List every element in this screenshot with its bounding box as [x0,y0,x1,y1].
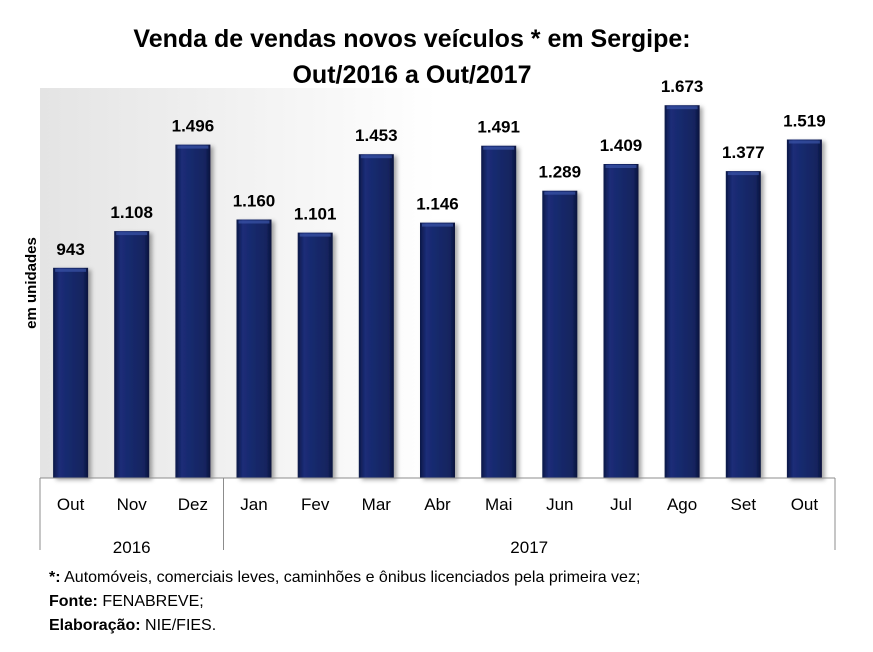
bar-3 [175,144,211,478]
bar-10 [603,164,639,478]
bar-highlight-12 [727,172,759,176]
bar-9 [542,190,578,478]
category-label-11: Ago [667,495,697,514]
value-label-5: 1.101 [294,205,337,224]
category-label-10: Jul [610,495,632,514]
category-labels-group: Out Nov Dez Jan Fev Mar Abr Mai Jun Jul Ago Set Out [57,495,818,514]
category-label-7: Abr [424,495,451,514]
group-labels-group: 2016 2017 [113,538,548,557]
group-label-2017: 2017 [510,538,548,557]
bar-chart: Venda de vendas novos veículos * em Serg… [23,25,836,557]
bar-highlight-10 [605,165,637,168]
value-label-9: 1.289 [539,163,582,182]
category-label-4: Jan [240,495,267,514]
value-label-8: 1.491 [477,118,520,137]
bar-highlight-1 [55,268,87,272]
bar-8 [481,145,517,478]
footnotes: *: Automóveis, comerciais leves, caminhõ… [49,566,640,638]
value-label-1: 943 [56,240,84,259]
bar-highlight-9 [544,191,576,195]
group-label-2016: 2016 [113,538,151,557]
category-label-2: Nov [117,495,148,514]
bar-highlight-13 [788,140,820,144]
y-axis-label: em unidades [23,237,40,329]
footnote-source: Fonte: FENABREVE; [49,590,640,614]
category-label-12: Set [731,495,757,514]
footnote-elaboration-text: NIE/FIES. [145,617,217,634]
value-label-7: 1.146 [416,195,459,214]
value-label-4: 1.160 [233,192,276,211]
bar-1 [53,267,89,478]
category-label-8: Mai [485,495,512,514]
chart-title-line-2: Out/2016 a Out/2017 [292,61,531,89]
footnote-elaboration-key: Elaboração: [49,617,141,634]
footnote-asterisk-key: *: [49,569,61,586]
category-label-1: Out [57,495,85,514]
bar-highlight-5 [299,233,331,237]
bar-highlight-2 [116,232,148,236]
footnote-asterisk-text: Automóveis, comerciais leves, caminhões … [64,569,641,586]
value-label-3: 1.496 [172,117,215,136]
bar-11 [664,105,700,478]
category-label-13: Out [791,495,819,514]
category-label-5: Fev [301,495,330,514]
bar-4 [236,219,272,478]
bar-13 [786,139,822,478]
category-label-3: Dez [178,495,208,514]
bar-highlight-8 [483,146,515,150]
category-label-6: Mar [362,495,392,514]
value-label-6: 1.453 [355,126,398,145]
bar-highlight-6 [360,155,392,159]
chart-title-line-1: Venda de vendas novos veículos * em Serg… [133,25,690,53]
bar-highlight-11 [666,106,698,110]
value-label-12: 1.377 [722,143,765,162]
bars-group [53,105,822,478]
bar-highlight-3 [177,145,209,149]
value-label-13: 1.519 [783,112,826,131]
bar-5 [297,232,333,478]
bar-12 [725,171,761,478]
footnote-elaboration: Elaboração: NIE/FIES. [49,614,640,638]
x-axis [39,477,836,550]
category-label-9: Jun [546,495,573,514]
bar-highlight-7 [422,223,453,227]
bar-highlight-4 [238,220,270,224]
value-label-11: 1.673 [661,77,704,96]
value-label-2: 1.108 [110,203,153,222]
value-labels-group: 943 1.108 1.496 1.160 1.101 1.453 1.146 1.491 1.… [56,77,825,259]
value-label-10: 1.409 [600,136,643,155]
bar-7 [420,222,455,478]
footnote-asterisk: *: Automóveis, comerciais leves, caminhõ… [49,566,640,590]
footnote-source-text: FENABREVE; [102,593,204,610]
bar-6 [358,154,394,478]
bar-2 [114,231,150,478]
footnote-source-key: Fonte: [49,593,98,610]
